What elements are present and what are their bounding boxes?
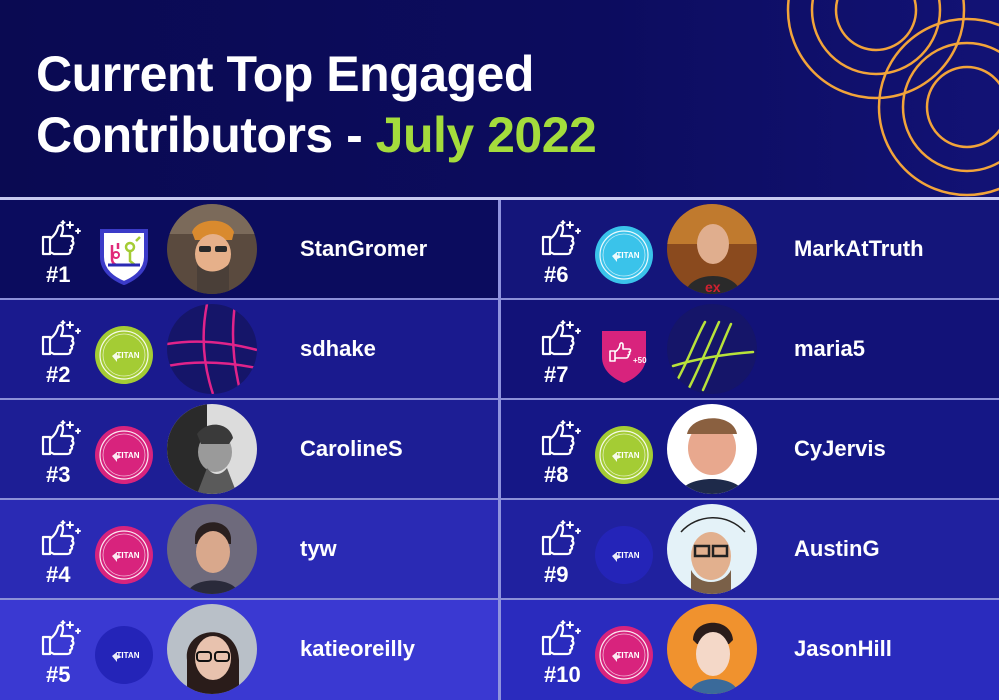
- svg-text:TITAN: TITAN: [617, 551, 640, 560]
- avatar: [167, 504, 257, 594]
- thumbs-up-sparkle-icon: [40, 620, 82, 658]
- titan-badge-icon: TITAN: [594, 425, 654, 485]
- avatar: [667, 604, 757, 694]
- svg-text:TITAN: TITAN: [617, 251, 640, 260]
- thumbs-up-sparkle-icon: [540, 520, 582, 558]
- decorative-rings-icon: [786, 0, 999, 197]
- contributor-rank: #3: [46, 462, 71, 487]
- svg-text:TITAN: TITAN: [117, 651, 140, 660]
- leaderboard: #1 StanGromer #2 TITAN sdhake #3 TITAN Carol…: [0, 200, 999, 700]
- contributor-rank: #1: [46, 262, 71, 287]
- contributor-name: MarkAtTruth: [794, 236, 924, 261]
- contributor-name: CarolineS: [300, 436, 403, 461]
- contributor-row: #7 +50 maria5: [500, 300, 999, 400]
- contributor-rank: #8: [544, 462, 569, 487]
- header: Current Top Engaged Contributors - July …: [0, 0, 999, 198]
- header-divider: [0, 197, 999, 200]
- contributor-name: AustinG: [794, 536, 880, 561]
- contributor-row: #2 TITAN sdhake: [0, 300, 499, 400]
- avatar: [667, 304, 757, 394]
- contributor-row: #10 TITAN JasonHill: [500, 600, 999, 700]
- svg-text:TITAN: TITAN: [617, 651, 640, 660]
- svg-text:ex: ex: [705, 279, 721, 294]
- contributor-name: StanGromer: [300, 236, 428, 261]
- title-accent: July 2022: [375, 107, 597, 163]
- avatar: [167, 404, 257, 494]
- titan-badge-icon: TITAN: [94, 425, 154, 485]
- contributor-row: #5 TITAN katieoreilly: [0, 600, 499, 700]
- contributor-rank: #2: [46, 362, 71, 387]
- svg-text:TITAN: TITAN: [117, 551, 140, 560]
- titan-badge-icon: TITAN: [94, 325, 154, 385]
- contributor-row: #9 TITAN AustinG: [500, 500, 999, 600]
- contributor-rank: #5: [46, 662, 71, 687]
- contributor-rank: #10: [544, 662, 581, 687]
- titan-badge-icon: TITAN: [94, 525, 154, 585]
- contributor-name: katieoreilly: [300, 636, 415, 661]
- contributor-name: JasonHill: [794, 636, 892, 661]
- svg-text:TITAN: TITAN: [617, 451, 640, 460]
- leaderboard-column-left: #1 StanGromer #2 TITAN sdhake #3 TITAN Carol…: [0, 200, 499, 700]
- shield-badge-icon: [94, 225, 154, 286]
- column-divider: [498, 200, 501, 700]
- contributor-name: tyw: [300, 536, 337, 561]
- contributor-row: #4 TITAN tyw: [0, 500, 499, 600]
- thumbs-up-sparkle-icon: [40, 420, 82, 458]
- titan-badge-icon: TITAN: [594, 625, 654, 685]
- contributor-row: #6 TITAN ex MarkAtTruth: [500, 200, 999, 300]
- thumbs-up-sparkle-icon: [40, 320, 82, 358]
- thumbs-up-sparkle-icon: [540, 620, 582, 658]
- contributor-row: #3 TITAN CarolineS: [0, 400, 499, 500]
- contributor-rank: #4: [46, 562, 71, 587]
- avatar: [667, 404, 757, 494]
- svg-text:TITAN: TITAN: [117, 351, 140, 360]
- titan-badge-icon: TITAN: [94, 625, 154, 685]
- titan-badge-icon: TITAN: [594, 525, 654, 585]
- contributor-name: maria5: [794, 336, 865, 361]
- avatar: [167, 304, 257, 394]
- titan-badge-icon: TITAN: [594, 225, 654, 285]
- thumbs-up-sparkle-icon: [540, 220, 582, 258]
- plus-fifty-badge-icon: +50: [594, 325, 654, 385]
- contributor-row: #8 TITAN CyJervis: [500, 400, 999, 500]
- contributor-rank: #7: [544, 362, 569, 387]
- title-prefix: Contributors -: [36, 107, 376, 163]
- contributor-row: #1 StanGromer: [0, 200, 499, 300]
- thumbs-up-sparkle-icon: [40, 520, 82, 558]
- contributor-name: CyJervis: [794, 436, 886, 461]
- page-title: Current Top Engaged Contributors - July …: [36, 44, 597, 166]
- thumbs-up-sparkle-icon: [540, 420, 582, 458]
- contributor-rank: #6: [544, 262, 569, 287]
- avatar: [167, 204, 257, 294]
- thumbs-up-sparkle-icon: [40, 220, 82, 258]
- svg-text:TITAN: TITAN: [117, 451, 140, 460]
- title-line-2: Contributors - July 2022: [36, 105, 597, 166]
- contributor-name: sdhake: [300, 336, 376, 361]
- thumbs-up-sparkle-icon: [540, 320, 582, 358]
- avatar: [667, 504, 757, 594]
- avatar: [167, 604, 257, 694]
- contributor-rank: #9: [544, 562, 569, 587]
- title-line-1: Current Top Engaged: [36, 46, 534, 102]
- avatar: ex: [667, 204, 757, 294]
- svg-text:+50: +50: [633, 356, 647, 365]
- leaderboard-column-right: #6 TITAN ex MarkAtTruth #7 +50 maria5 #8 TITA…: [500, 200, 999, 700]
